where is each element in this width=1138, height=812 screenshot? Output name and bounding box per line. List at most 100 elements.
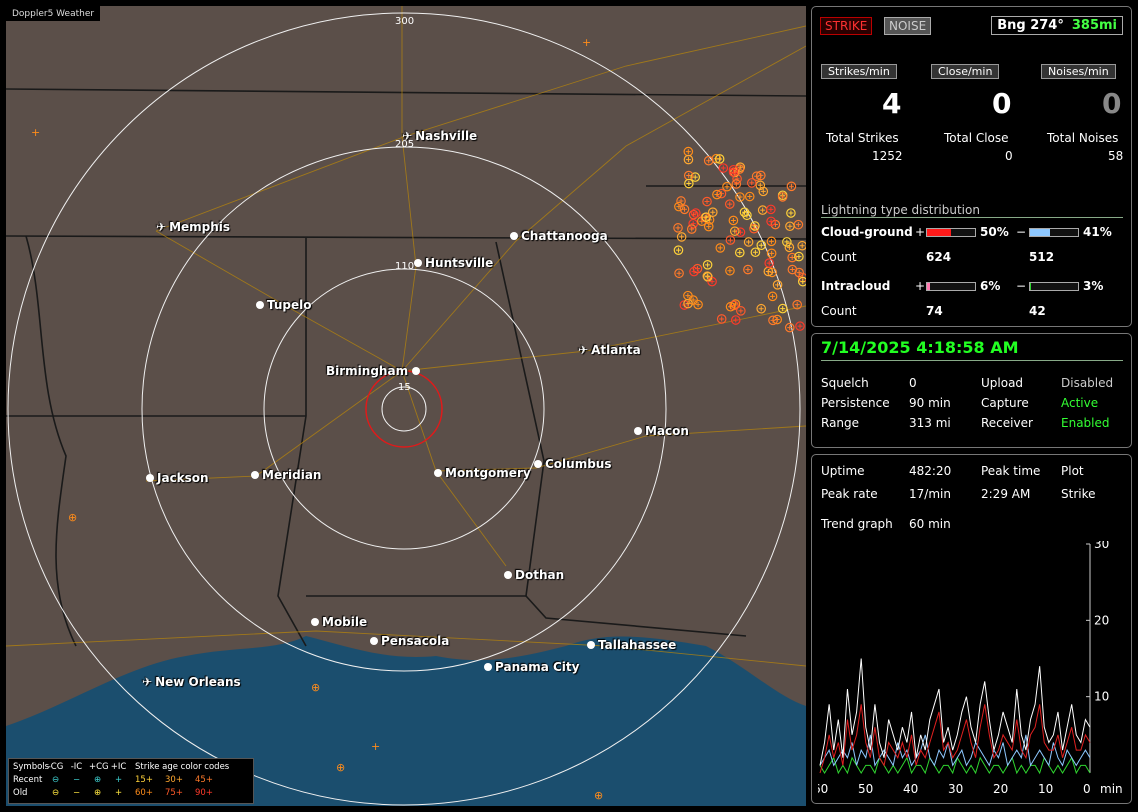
strike-marker xyxy=(797,240,806,251)
capture-value: Active xyxy=(1061,396,1099,410)
city-label: Memphis xyxy=(169,220,231,234)
legend-age-title: Strike age color codes xyxy=(135,762,230,772)
strike-marker xyxy=(798,276,806,287)
strike-marker xyxy=(728,164,739,175)
plot-value: Strike xyxy=(1061,487,1096,501)
cg-positive-pct: 50% xyxy=(980,225,1009,239)
pos-ic-old-icon: + xyxy=(114,788,123,798)
neg-cg-old-icon: ⊖ xyxy=(51,788,60,798)
datetime: 7/14/2025 4:18:58 AM xyxy=(821,338,1123,361)
strike-marker xyxy=(701,212,711,222)
city-label: Atlanta xyxy=(591,343,641,357)
ring-label-205: 205 xyxy=(395,139,415,150)
distribution-title: Lightning type distribution xyxy=(821,203,1123,218)
strike-marker xyxy=(735,192,745,202)
city-dot-icon xyxy=(311,618,319,626)
age-45: 45+ xyxy=(195,775,213,785)
city-dot-icon xyxy=(587,641,595,649)
trend-graph: 30 20 10 60 50 40 30 20 10 0 min xyxy=(818,541,1123,796)
strike-marker xyxy=(793,219,804,230)
strike-marker xyxy=(690,172,701,182)
city-dot-icon xyxy=(534,460,542,468)
total-noises-label: Total Noises xyxy=(1047,131,1119,145)
bearing-readout: Bng 274° 385mi xyxy=(991,16,1123,35)
uptime-label: Uptime xyxy=(821,464,865,478)
legend-recent-label: Recent xyxy=(13,775,43,785)
highways xyxy=(6,6,806,667)
strike-marker xyxy=(766,204,776,215)
strike-marker xyxy=(758,186,769,197)
cg-positive-count: 624 xyxy=(926,250,952,264)
strike-marker xyxy=(731,179,742,189)
strikes-min-value: 4 xyxy=(882,87,902,120)
strike-marker xyxy=(757,205,768,215)
radar-map[interactable]: + + ⊕ ⊕ + ⊕ ⊕ Doppler5 Weather 300 205 110 15 … xyxy=(6,6,806,806)
cg-label: Cloud-ground xyxy=(821,225,913,239)
age-60: 60+ xyxy=(135,788,153,798)
strike-marker xyxy=(792,299,802,310)
strike-marker xyxy=(782,237,792,247)
legend-h-pos-cg: +CG xyxy=(89,762,109,772)
strike-marker xyxy=(684,178,694,189)
strike-button[interactable]: STRIKE xyxy=(820,17,873,35)
legend-symbols-label: Symbols xyxy=(13,762,50,772)
strike-marker xyxy=(673,223,683,233)
strike-marker xyxy=(746,178,757,188)
receiver-value: Enabled xyxy=(1061,416,1110,430)
strike-marker xyxy=(724,199,735,209)
strike-marker xyxy=(674,268,684,279)
city-mobile: Mobile xyxy=(311,615,367,629)
strike-marker: ⊕ xyxy=(594,789,603,802)
strike-marker xyxy=(689,266,699,277)
legend-old-label: Old xyxy=(13,788,28,798)
airport-icon: ✈ xyxy=(142,675,153,689)
city-label: Birmingham xyxy=(326,364,409,378)
city-pensacola: Pensacola xyxy=(370,634,449,648)
strike-marker xyxy=(718,163,729,173)
pos-cg-old-icon: ⊕ xyxy=(93,788,102,798)
ring-label-15: 15 xyxy=(398,382,411,393)
strike-marker xyxy=(716,314,727,324)
trend-panel: Uptime 482:20 Peak time Plot Peak rate 1… xyxy=(811,454,1132,804)
strike-marker xyxy=(777,303,788,314)
city-label: Montgomery xyxy=(445,466,531,480)
strike-marker xyxy=(766,248,777,259)
strike-marker xyxy=(772,280,783,290)
strike-marker xyxy=(767,291,778,302)
strike-marker xyxy=(703,155,714,166)
cg-negative-pct: 41% xyxy=(1083,225,1112,239)
strike-marker xyxy=(683,290,693,301)
city-dot-icon xyxy=(504,571,512,579)
close-min-value: 0 xyxy=(992,87,1012,120)
ic-plus-sign: + xyxy=(915,279,926,293)
strike-marker: ⊕ xyxy=(336,761,345,774)
ic-label: Intracloud xyxy=(821,279,891,293)
peak-rate-label: Peak rate xyxy=(821,487,878,501)
age-30: 30+ xyxy=(165,775,183,785)
strike-marker: ⊕ xyxy=(68,511,77,524)
city-dot-icon xyxy=(251,471,259,479)
range-value: 313 mi xyxy=(909,416,951,430)
strike-marker xyxy=(714,154,725,164)
city-label: Macon xyxy=(645,424,689,438)
pos-ic-recent-icon: + xyxy=(114,775,123,785)
strike-marker: ⊕ xyxy=(311,681,320,694)
range-label: Range xyxy=(821,416,860,430)
cg-negative-bar xyxy=(1029,228,1079,237)
ic-minus-sign: − xyxy=(1016,279,1027,293)
noise-button[interactable]: NOISE xyxy=(884,17,932,35)
age-75: 75+ xyxy=(165,788,183,798)
neg-ic-old-icon: − xyxy=(72,788,81,798)
city-label: Huntsville xyxy=(425,256,494,270)
persistence-label: Persistence xyxy=(821,396,890,410)
strike-marker: + xyxy=(31,126,40,139)
squelch-label: Squelch xyxy=(821,376,869,390)
ic-positive-bar xyxy=(926,282,976,291)
strike-marker xyxy=(676,196,686,206)
city-dothan: Dothan xyxy=(504,568,564,582)
city-label: New Orleans xyxy=(155,675,241,689)
strike-marker xyxy=(725,301,736,312)
pos-cg-recent-icon: ⊕ xyxy=(93,775,102,785)
strike-marker xyxy=(712,189,722,200)
peak-time-value: 2:29 AM xyxy=(981,487,1031,501)
